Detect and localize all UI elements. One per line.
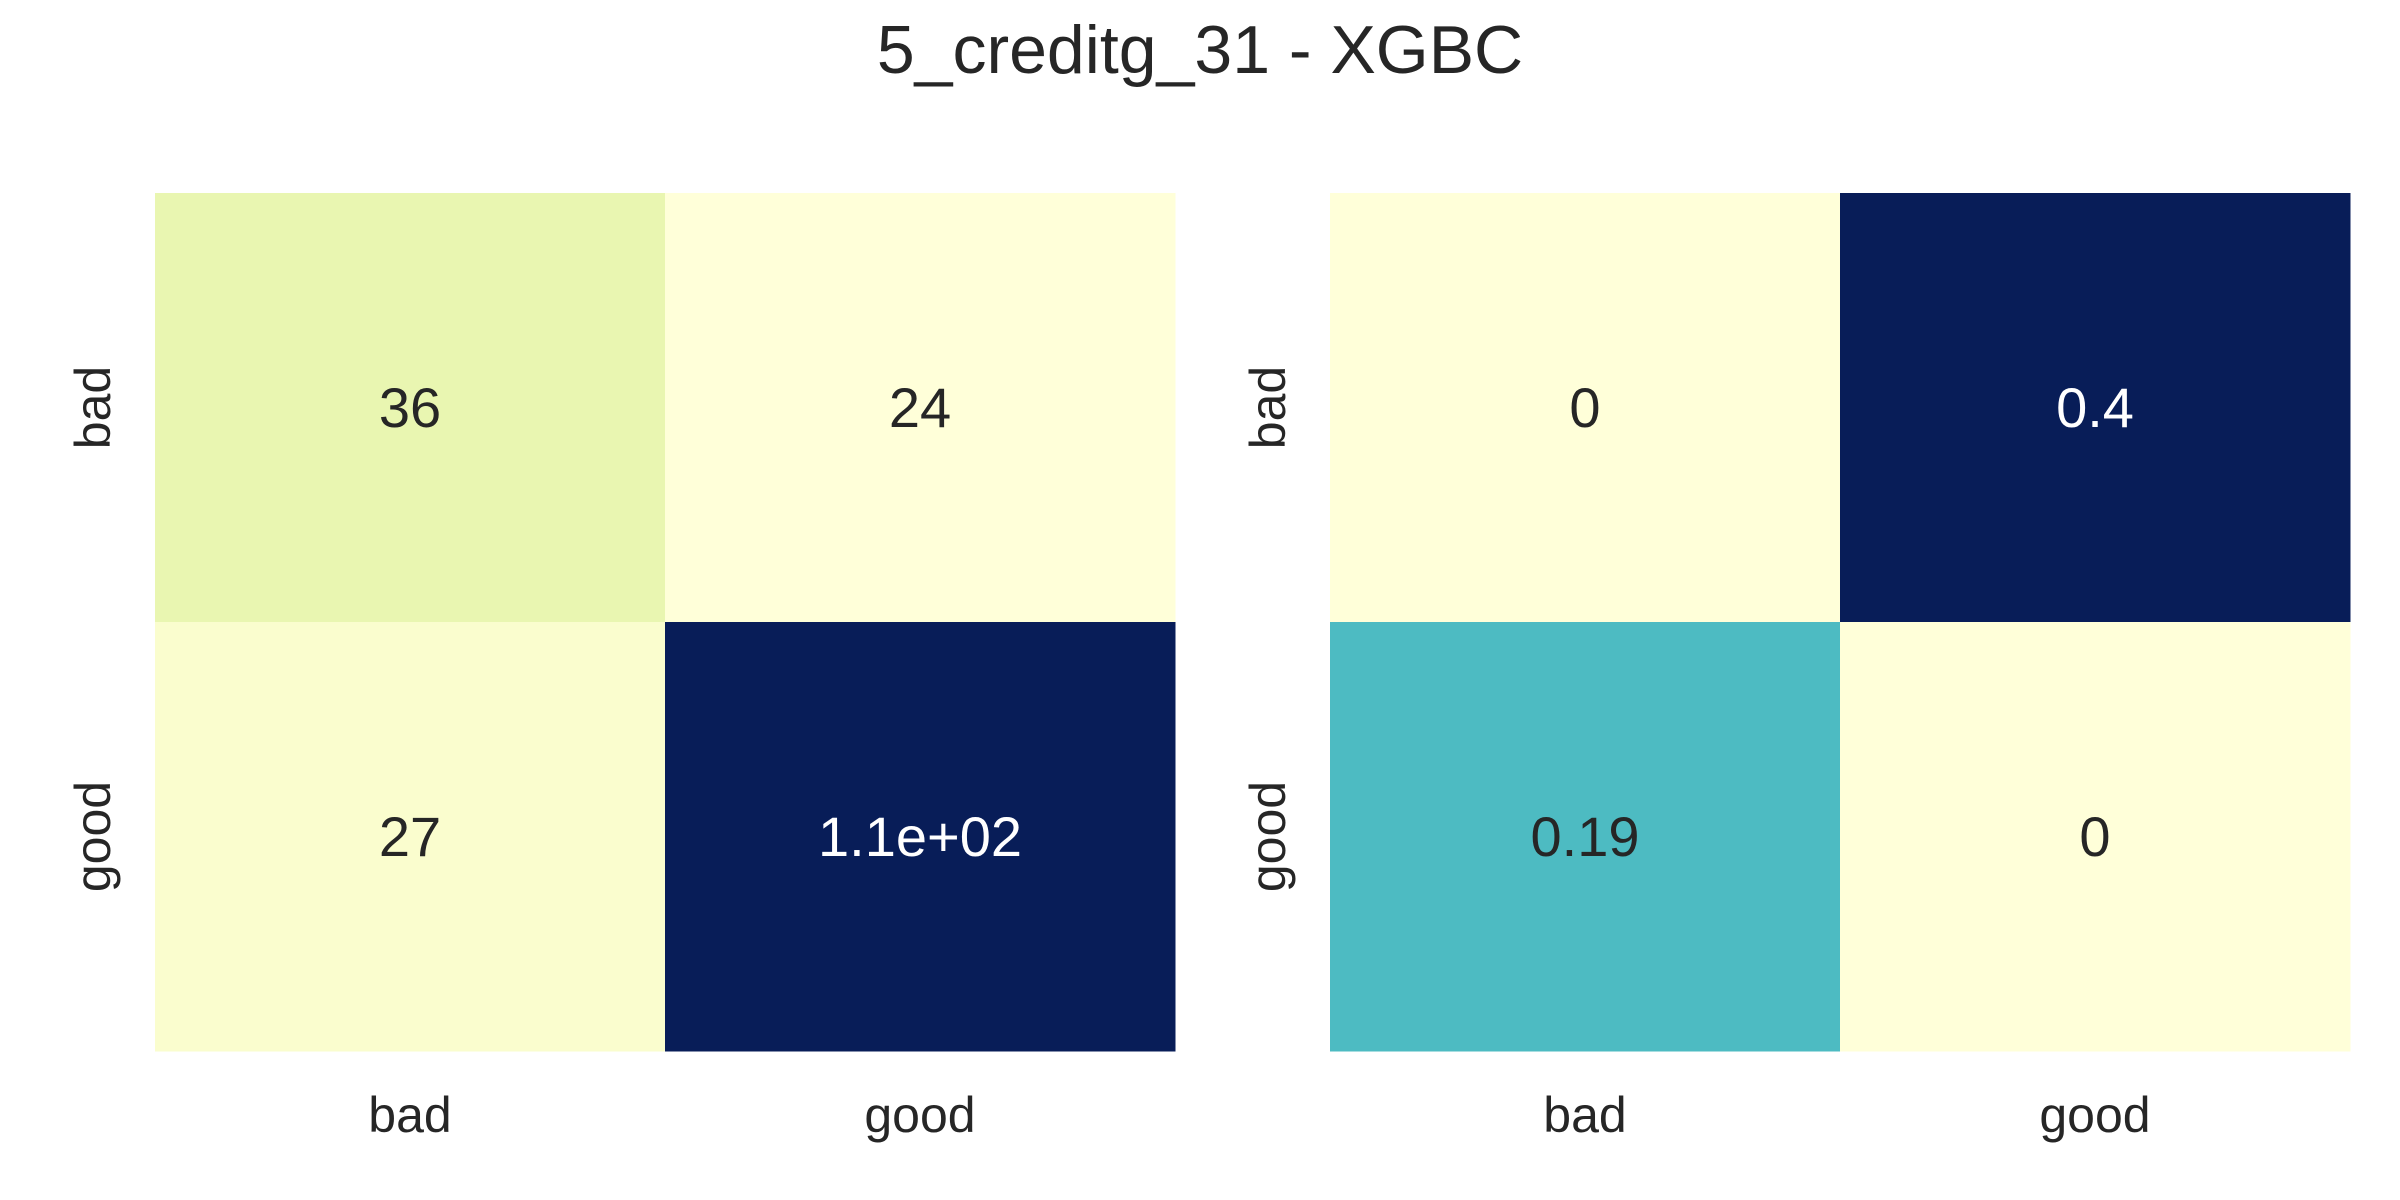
heatmap-0-x-tick-label: good (864, 1087, 975, 1143)
heatmap-1-cell-1-1 (1840, 622, 2351, 1052)
heatmap-1-cell-0-0 (1330, 193, 1841, 623)
heatmap-1-x-tick-label: good (2039, 1087, 2150, 1143)
heatmap-0-cell-0-1 (665, 193, 1176, 623)
heatmap-1-annotation-0-1: 0.4 (2056, 376, 2134, 439)
heatmap-0-annotation-1-0: 27 (379, 805, 441, 868)
heatmap-0-annotation-0-1: 24 (889, 376, 951, 439)
heatmap-1-y-tick-label: bad (1240, 366, 1296, 449)
heatmap-0-annotation-1-1: 1.1e+02 (818, 805, 1022, 868)
heatmap-1-y-tick-label: good (1240, 781, 1296, 892)
heatmap-0-y-tick-label: good (65, 781, 121, 892)
heatmap-0-cell-1-1 (665, 622, 1176, 1052)
heatmap-1-annotation-0-0: 0 (1569, 376, 1600, 439)
figure-title: 5_creditg_31 - XGBC (876, 12, 1524, 88)
heatmap-1-annotation-1-1: 0 (2079, 805, 2110, 868)
heatmap-0-y-tick-label: bad (65, 366, 121, 449)
heatmap-1-x-tick-label: bad (1543, 1087, 1626, 1143)
heatmap-0-cell-0-0 (155, 193, 666, 623)
heatmap-0-cell-1-0 (155, 622, 666, 1052)
heatmap-1-cell-0-1 (1840, 193, 2351, 623)
heatmap-1-annotation-1-0: 0.19 (1531, 805, 1640, 868)
heatmap-1-cell-1-0 (1330, 622, 1841, 1052)
heatmap-0-x-tick-label: bad (368, 1087, 451, 1143)
heatmap-0-annotation-0-0: 36 (379, 376, 441, 439)
